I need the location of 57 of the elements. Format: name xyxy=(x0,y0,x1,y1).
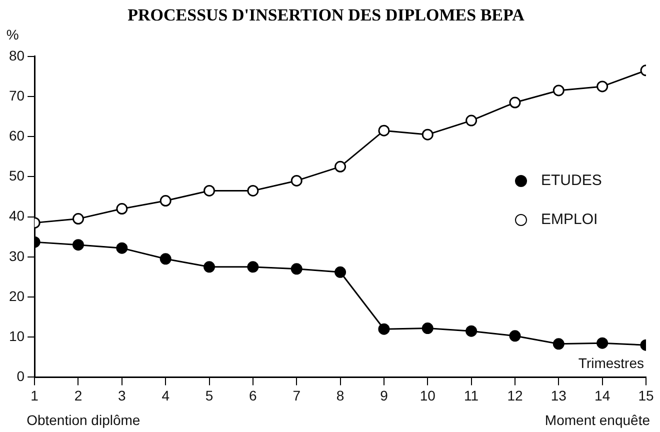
point xyxy=(72,239,84,251)
point xyxy=(378,124,390,136)
point xyxy=(160,253,172,265)
point xyxy=(160,195,172,207)
x-tick-label: 14 xyxy=(594,387,610,404)
y-tick-label: 0 xyxy=(16,368,25,384)
point xyxy=(552,338,564,350)
x-tick-label: 5 xyxy=(205,387,214,404)
legend-label: ETUDES xyxy=(541,172,602,189)
point xyxy=(509,96,521,108)
x-tick-label: 11 xyxy=(464,387,479,404)
y-tick-label: 60 xyxy=(8,127,25,144)
point xyxy=(334,266,346,278)
x-tick-label: 1 xyxy=(30,387,39,404)
x-tick-label: 13 xyxy=(550,387,567,404)
x-tick-label: 15 xyxy=(638,387,654,404)
legend-label: EMPLOI xyxy=(541,211,598,228)
point xyxy=(378,323,390,335)
text: Moment enquête xyxy=(544,412,650,428)
point xyxy=(596,337,608,349)
point xyxy=(72,213,84,225)
point xyxy=(466,114,478,126)
point xyxy=(204,261,216,273)
point xyxy=(334,160,346,172)
point xyxy=(552,84,564,96)
point xyxy=(422,128,434,140)
x-tick-label: 7 xyxy=(292,387,301,404)
x-tick-label: 10 xyxy=(420,387,436,404)
point xyxy=(290,263,302,275)
point xyxy=(247,261,259,273)
x-tick-label: 8 xyxy=(336,387,344,404)
x-tick-label: 3 xyxy=(118,387,126,404)
point xyxy=(204,184,216,196)
y-tick-label: 20 xyxy=(8,288,25,304)
point xyxy=(116,203,128,215)
y-tick-label: 40 xyxy=(8,208,25,224)
x-axis-title: Trimestres xyxy=(578,355,644,372)
y-tick-label: 50 xyxy=(8,168,25,184)
point xyxy=(290,174,302,186)
y-axis-title: % xyxy=(6,26,19,42)
y-tick-label: 10 xyxy=(8,328,25,344)
y-tick-label: 30 xyxy=(8,248,25,264)
point xyxy=(596,80,608,92)
x-tick-label: 12 xyxy=(507,387,523,404)
x-tick-label: 2 xyxy=(74,387,82,404)
point xyxy=(509,330,521,342)
point xyxy=(466,325,478,337)
point xyxy=(422,322,434,334)
chart-title: PROCESSUS D'INSERTION DES DIPLOMES BEPA xyxy=(128,6,526,25)
y-tick-label: 80 xyxy=(8,47,25,64)
text: Obtention diplôme xyxy=(26,412,140,428)
x-tick-label: 4 xyxy=(162,387,170,404)
point xyxy=(247,184,259,196)
x-tick-label: 6 xyxy=(249,387,258,404)
point xyxy=(116,242,128,254)
y-tick-label: 70 xyxy=(8,87,25,104)
x-tick-label: 9 xyxy=(380,387,388,404)
